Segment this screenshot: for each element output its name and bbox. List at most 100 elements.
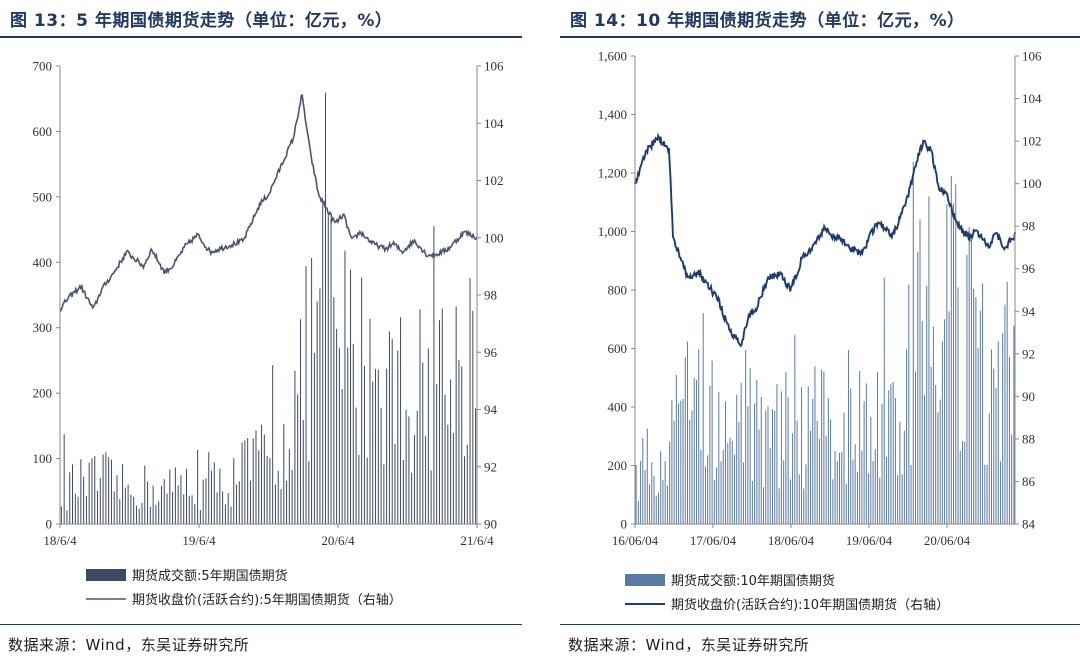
volume-bar [780,391,782,524]
volume-bar [288,449,290,524]
volume-bar [870,416,872,524]
volume-bar [716,467,718,524]
volume-bar [311,257,313,524]
volume-bar [155,504,157,524]
volume-bar [984,464,986,524]
right-axis-tick-label: 104 [1022,91,1042,106]
volume-bar [211,470,213,524]
right-axis-tick-label: 94 [484,402,498,417]
volume-bar [216,492,218,524]
volume-bar [798,474,800,524]
right-axis-tick-label: 92 [1022,346,1035,361]
volume-bar [879,477,881,524]
right-axis-tick-label: 98 [1022,219,1035,234]
volume-bar [302,420,304,524]
volume-bar [1008,357,1010,524]
x-axis-tick-label: 19/06/04 [846,533,893,548]
volume-bar [787,397,789,524]
volume-bar [180,475,182,524]
volume-bar [847,349,849,524]
volume-bar [675,374,677,524]
volume-bar [957,287,959,524]
right-axis-tick-label: 102 [1022,134,1042,149]
volume-bar [466,444,468,524]
volume-bar [110,459,112,524]
volume-bar [244,440,246,524]
volume-bar [261,424,263,524]
volume-bar [60,506,62,524]
volume-bar [172,491,174,524]
volume-bar [991,349,993,524]
volume-bar [144,465,146,524]
volume-bar [135,505,137,524]
volume-bar [283,423,285,524]
volume-bar [352,343,354,524]
volume-bar [166,493,168,524]
x-axis-tick-label: 19/6/4 [182,533,216,548]
volume-bar [959,450,961,524]
volume-bar [818,438,820,524]
volume-bar [725,401,727,524]
volume-bar [97,490,99,524]
volume-bar [430,470,432,524]
volume-bar [830,419,832,524]
volume-bar [266,456,268,524]
volume-bar [890,383,892,524]
volume-bar [338,348,340,524]
x-axis-tick-label: 18/06/04 [768,533,815,548]
volume-bar [664,460,666,524]
right-axis-tick-label: 96 [484,345,498,360]
volume-bar [391,338,393,524]
volume-bar [736,394,738,524]
volume-bar [280,488,282,524]
volume-bar [372,381,374,524]
volume-bar [358,454,360,524]
volume-bar [463,456,465,524]
volume-bar [695,379,697,524]
volume-bar [660,451,662,524]
volume-bar [720,461,722,524]
volume-bar [894,397,896,524]
volume-bar [678,403,680,524]
volume-bar [897,475,899,524]
volume-bar [718,392,720,524]
volume-bar [733,454,735,524]
volume-bar [774,411,776,524]
volume-bar [386,368,388,524]
volume-bar [202,479,204,524]
x-axis-tick-label: 20/6/4 [321,533,355,548]
volume-bar [707,455,709,524]
right-axis-tick-label: 84 [1022,517,1036,532]
volume-bar [649,484,651,524]
volume-bar [881,404,883,524]
volume-bar [673,420,675,524]
volume-bar [272,365,274,524]
volume-bar [921,321,923,524]
left-axis-tick-label: 500 [33,189,53,204]
left-axis-tick-label: 600 [33,124,53,139]
volume-bar [729,437,731,524]
volume-bar [756,380,758,524]
volume-bar [684,357,686,524]
volume-bar [901,474,903,524]
volume-bar [814,366,816,524]
volume-bar [776,384,778,524]
volume-bar [241,442,243,524]
x-axis-tick-label: 18/6/4 [43,533,77,548]
volume-bar [796,420,798,524]
volume-bar [413,435,415,524]
volume-bar [640,461,642,524]
right-axis-tick-label: 98 [484,288,497,303]
volume-bar [693,377,695,524]
volume-bar [416,410,418,524]
volume-bar [1013,325,1015,524]
volume-bar [687,341,689,524]
data-source: 数据来源：Wind，东吴证券研究所 [568,636,810,654]
volume-bar [191,495,193,524]
volume-bar [961,440,963,524]
volume-bar [745,350,747,524]
volume-bar [794,335,796,524]
volume-bar [722,449,724,524]
volume-bar [72,464,74,524]
